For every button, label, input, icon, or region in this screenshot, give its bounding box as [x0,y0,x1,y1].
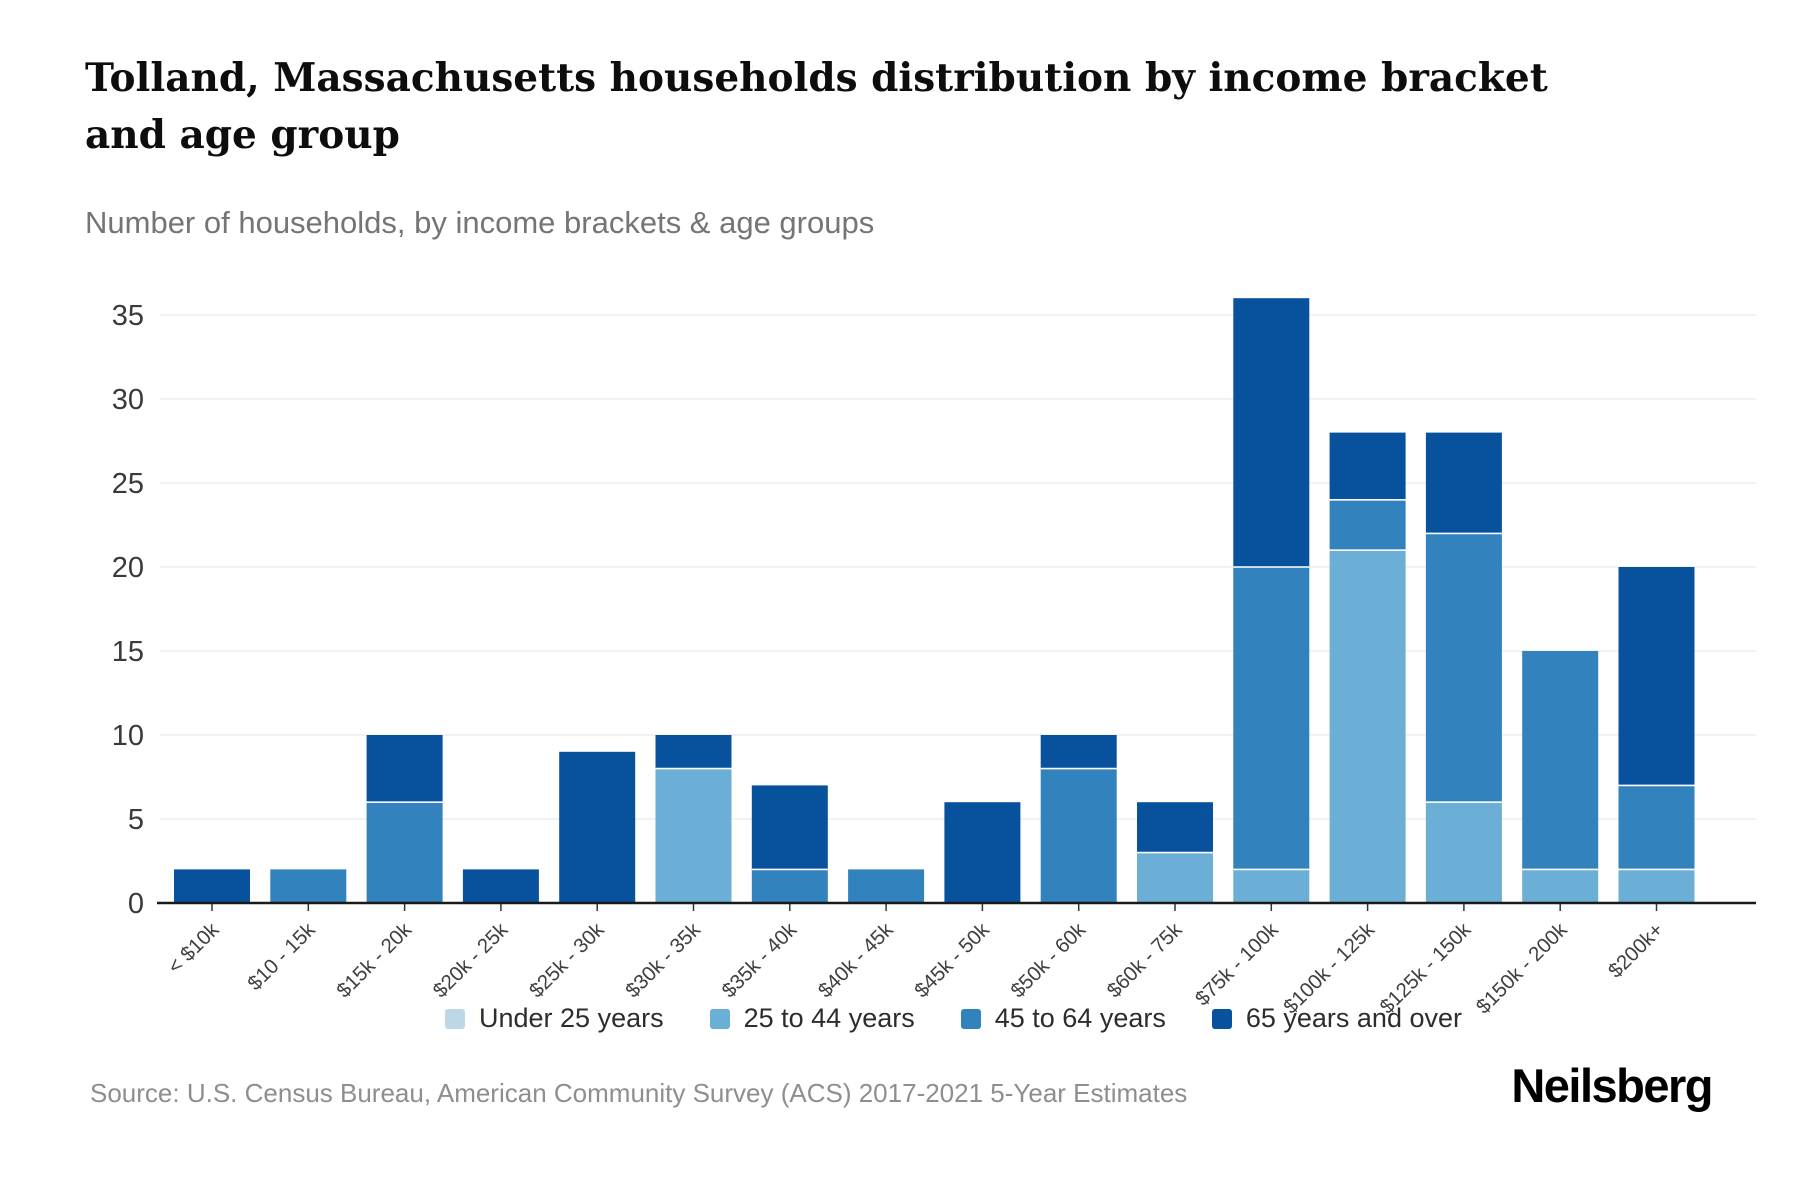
x-axis-tick-label: $40k - 45k [814,918,898,1002]
legend-label: 65 years and over [1245,1003,1462,1033]
x-axis-tick-label: $20k - 25k [428,918,512,1002]
bar-segment [1233,567,1310,870]
y-axis-tick-label: 0 [128,888,144,920]
y-axis-tick-label: 20 [112,552,144,584]
legend-item[interactable]: Under 25 years [445,1003,664,1034]
legend-item[interactable]: 25 to 44 years [709,1003,915,1034]
bar-segment [1425,533,1502,803]
y-axis-tick-label: 5 [128,804,144,836]
bar-segment [1137,802,1213,853]
bar-segment [1425,432,1502,534]
x-axis-tick-label: $45k - 50k [910,918,994,1002]
x-axis-tick-label: $10 - 15k [243,918,320,995]
bar-segment [462,869,539,903]
bar-segment [751,869,828,903]
bar-segment [366,802,443,903]
bar-segment [1329,550,1406,903]
bar-segment [559,751,636,903]
bar-segment [174,869,250,903]
bar-segment [944,802,1021,903]
bar-segment [1137,852,1213,903]
x-axis-tick-label: $35k - 40k [717,918,801,1002]
x-axis-tick-label: $60k - 75k [1103,918,1187,1002]
bar-segment [1425,802,1502,903]
x-axis-tick-label: $200k+ [1604,918,1668,982]
bar-segment [1329,432,1406,500]
legend-label: Under 25 years [479,1003,664,1033]
bar-segment [1522,651,1599,870]
bar-segment [1618,869,1695,903]
bar-segment [1329,499,1406,551]
legend-item[interactable]: 45 to 64 years [960,1003,1166,1034]
y-axis-tick-label: 30 [112,384,144,416]
source-text: Source: U.S. Census Bureau, American Com… [90,1078,1188,1108]
bar-segment [366,735,443,803]
bar-segment [1618,785,1695,870]
x-axis-tick-label: < $10k [163,918,224,979]
legend-swatch [1211,1008,1232,1029]
x-axis-tick-label: $30k - 35k [621,918,705,1002]
y-axis-tick-label: 35 [112,300,144,332]
bar-segment [270,869,347,903]
bar-segment [655,768,732,903]
legend-swatch [960,1008,981,1029]
legend-item[interactable]: 65 years and over [1211,1003,1462,1034]
legend-swatch [709,1008,730,1029]
legend-label: 45 to 64 years [994,1003,1166,1033]
chart-title: Tolland, Massachusetts households distri… [85,55,1548,158]
legend-label: 25 to 44 years [743,1003,915,1033]
bar-segment [1233,869,1310,903]
bar-segment [1040,768,1117,903]
bar-segment [751,785,828,870]
bar-segment [1618,567,1695,786]
bar-segment [655,735,732,769]
bar-segment [1233,298,1310,567]
chart-legend: Under 25 years 25 to 44 years 45 to 64 yea… [150,1003,1757,1034]
chart-subtitle: Number of households, by income brackets… [85,205,875,240]
bar-segment [1040,735,1117,769]
x-axis-tick-label: $75k - 100k [1191,918,1284,1011]
x-axis-tick-label: $15k - 20k [332,918,416,1002]
bar-segment [1522,869,1599,903]
legend-swatch [445,1008,465,1029]
y-axis-tick-label: 10 [112,720,144,752]
x-axis-tick-label: $50k - 60k [1006,918,1090,1002]
y-axis-tick-label: 25 [112,468,144,500]
bar-segment [848,869,925,903]
x-axis-tick-label: $25k - 30k [525,918,609,1002]
brand-logo: Neilsberg [1511,1059,1713,1112]
y-axis-tick-label: 15 [112,636,144,668]
